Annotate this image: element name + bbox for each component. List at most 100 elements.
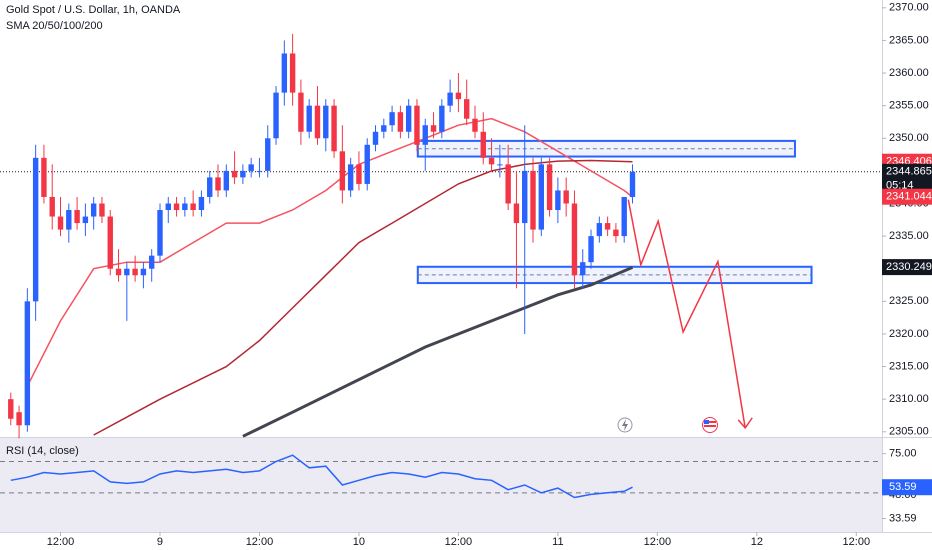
candle-body	[207, 177, 213, 197]
candle-body	[90, 203, 97, 217]
candle-body	[480, 131, 486, 158]
flag-stripe	[704, 421, 716, 423]
candle-body	[621, 196, 627, 237]
candle-body	[422, 125, 428, 145]
candle-body	[397, 112, 404, 132]
candle-body	[439, 105, 445, 132]
candle-body	[613, 229, 619, 237]
candle-body	[323, 105, 329, 139]
candle-body	[472, 118, 478, 132]
candle-body	[57, 216, 64, 230]
candle-body	[32, 157, 39, 302]
candle-body	[546, 164, 553, 211]
candle-body	[231, 170, 238, 178]
y-tick-label: 2370.00	[889, 2, 929, 14]
candle-body	[389, 112, 395, 126]
candle-body	[447, 92, 453, 106]
candle-body	[538, 164, 545, 230]
candle-body	[82, 216, 89, 224]
y-tick-label: 2360.00	[889, 67, 929, 79]
rsi-current-label: 53.59	[889, 481, 917, 493]
price-label: 2330.249	[886, 261, 932, 273]
candle-body	[497, 164, 503, 166]
candle-body	[563, 190, 569, 204]
candle-body	[190, 203, 196, 211]
y-tick-label: 2310.00	[889, 393, 929, 405]
candle-body	[24, 301, 31, 426]
sma-line	[93, 159, 633, 436]
candle-body	[314, 105, 321, 139]
candle-body	[248, 164, 254, 171]
event-icon[interactable]	[702, 417, 718, 433]
x-tick-label: 12:00	[644, 536, 672, 548]
y-tick-label: 2335.00	[889, 230, 929, 242]
y-tick-label: 2365.00	[889, 34, 929, 46]
candle-body	[306, 105, 312, 132]
candle-body	[157, 210, 163, 256]
candle-body	[66, 210, 72, 230]
projection-line	[627, 199, 746, 429]
countdown: 05:14	[886, 180, 914, 192]
candle-body	[215, 177, 221, 191]
x-tick-label: 12:00	[445, 536, 473, 548]
candle-body	[555, 190, 561, 211]
rsi-pane	[0, 438, 882, 532]
candle-body	[281, 53, 288, 93]
candle-body	[505, 164, 511, 204]
candle-body	[372, 131, 379, 145]
x-tick-label: 9	[157, 536, 163, 548]
x-tick-label: 10	[353, 536, 365, 548]
candle-body	[596, 223, 603, 237]
y2-tick-label: 33.59	[889, 512, 917, 524]
y2-tick-label: 75.00	[889, 448, 917, 460]
rsi-label: RSI (14, close)	[6, 445, 79, 457]
candle-body	[356, 164, 362, 184]
price-label: 2341.044	[886, 191, 932, 203]
candle-body	[132, 268, 138, 276]
candle-body	[49, 196, 55, 217]
y-tick-label: 2325.00	[889, 295, 929, 307]
candle-body	[148, 255, 155, 269]
candle-body	[488, 157, 495, 165]
candle-body	[430, 125, 437, 132]
candle-body	[140, 268, 147, 276]
y-tick-label: 2350.00	[889, 132, 929, 144]
x-tick-label: 12	[751, 536, 763, 548]
candle-body	[198, 196, 205, 211]
candle-body	[182, 203, 188, 211]
price-label: 2344.865	[886, 166, 932, 178]
candle-body	[463, 99, 470, 119]
candle-body	[165, 203, 171, 211]
event-icon[interactable]	[617, 417, 633, 433]
candle-body	[289, 53, 296, 93]
x-tick-label: 12:00	[47, 536, 75, 548]
y-tick-label: 2320.00	[889, 328, 929, 340]
candle-body	[124, 268, 130, 276]
candle-body	[364, 144, 370, 184]
flag-canton	[704, 420, 709, 424]
x-tick-label: 11	[552, 536, 563, 548]
candle-body	[571, 203, 578, 276]
candle-body	[41, 157, 47, 197]
candle-body	[455, 92, 462, 100]
candle-body	[107, 216, 113, 269]
candle-body	[8, 399, 14, 419]
candle-body	[381, 125, 387, 132]
candle-body	[223, 170, 230, 191]
chart-title: Gold Spot / U.S. Dollar, 1h, OANDA	[6, 4, 181, 16]
candle-body	[298, 92, 304, 132]
candle-body	[240, 170, 246, 178]
candle-body	[74, 210, 80, 224]
y-tick-label: 2355.00	[889, 100, 929, 112]
candle-body	[273, 92, 279, 139]
lightning-icon	[622, 419, 628, 431]
candle-body	[331, 105, 337, 152]
candle-body	[629, 171, 636, 197]
candle-body	[604, 223, 611, 230]
candle-body	[530, 170, 536, 230]
candle-body	[414, 105, 420, 145]
y-tick-label: 2315.00	[889, 360, 929, 372]
projection-arrowhead	[737, 417, 753, 430]
rsi-current-bg	[882, 479, 932, 496]
